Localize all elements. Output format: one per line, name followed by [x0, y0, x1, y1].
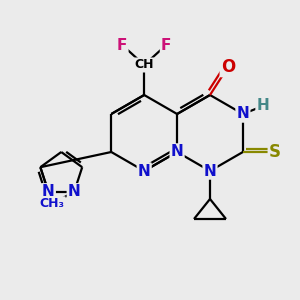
- Text: N: N: [68, 184, 81, 199]
- Text: CH: CH: [134, 58, 154, 71]
- Text: N: N: [42, 184, 55, 199]
- Text: H: H: [256, 98, 269, 113]
- Text: S: S: [269, 143, 281, 161]
- Text: N: N: [236, 106, 249, 122]
- Text: CH₃: CH₃: [40, 197, 65, 210]
- Text: F: F: [161, 38, 171, 52]
- Text: N: N: [138, 164, 151, 178]
- Text: N: N: [171, 145, 184, 160]
- Text: N: N: [204, 164, 216, 178]
- Text: O: O: [221, 58, 235, 76]
- Text: F: F: [117, 38, 128, 52]
